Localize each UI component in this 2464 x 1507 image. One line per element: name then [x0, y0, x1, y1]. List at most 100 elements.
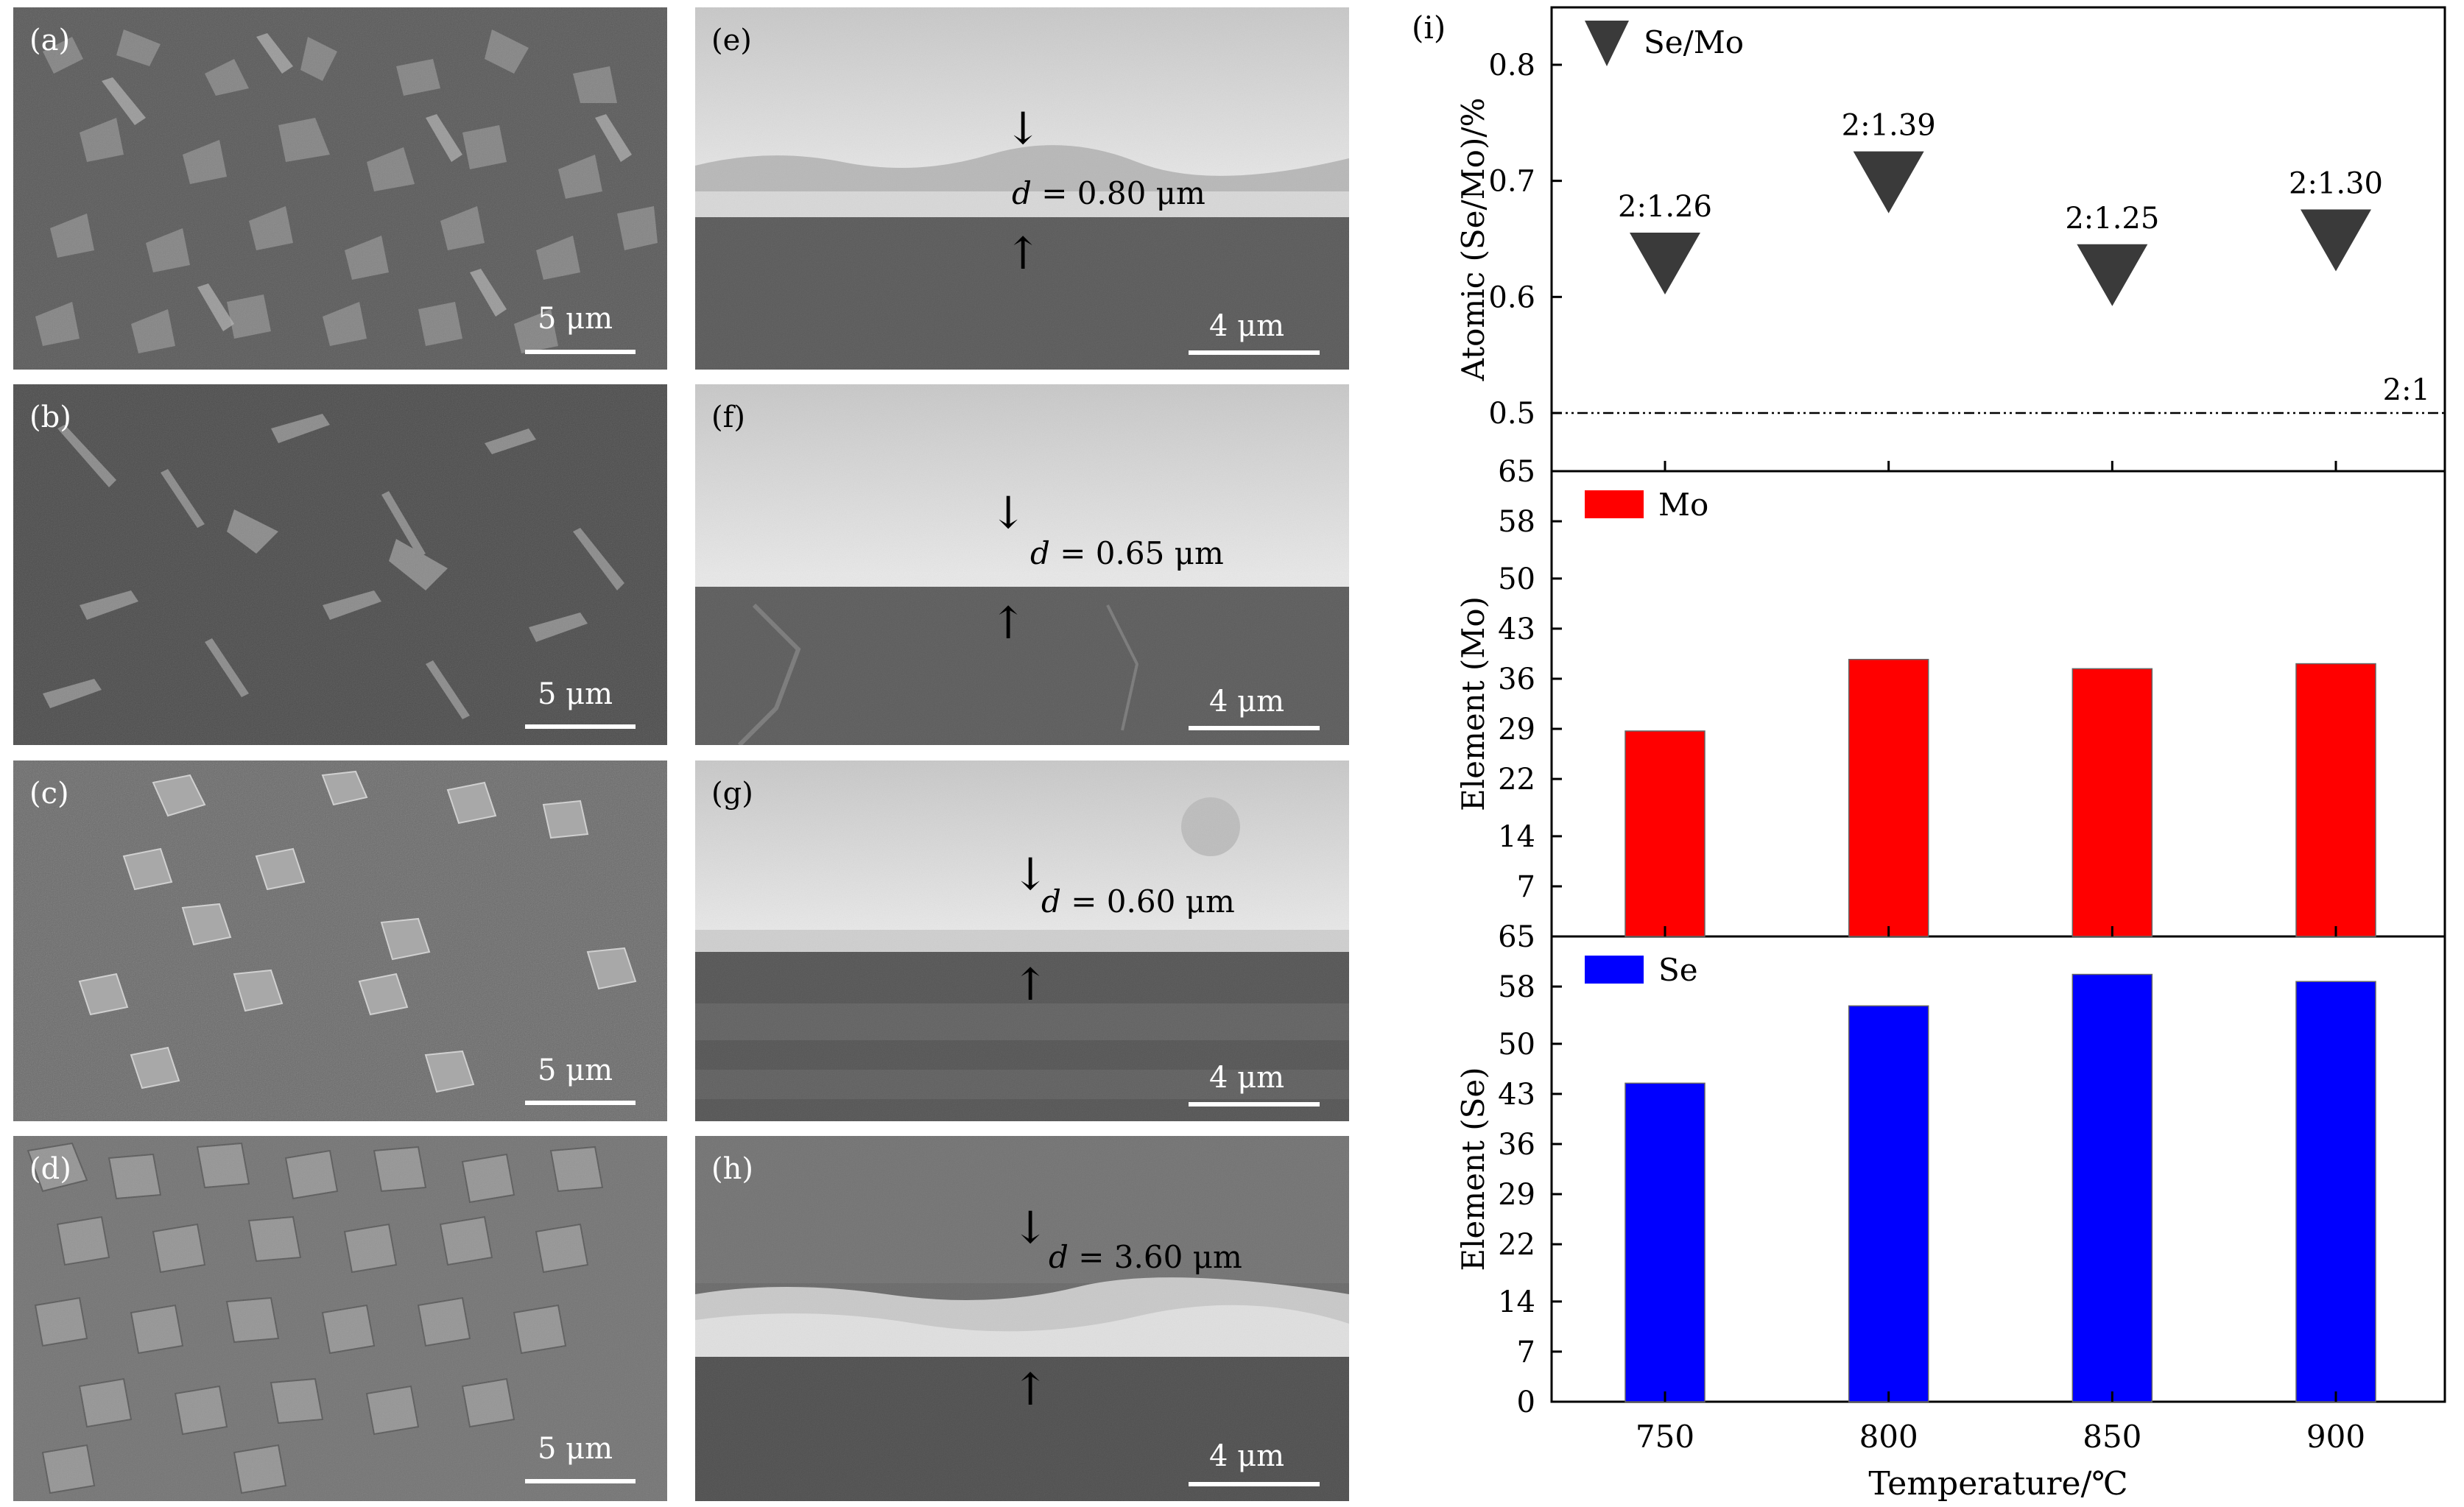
scale-bar: [525, 1479, 636, 1483]
arrow-up-icon: ↑: [990, 598, 1027, 649]
bar-850: [2071, 973, 2153, 1402]
sem-panel-b: (b) 5 μm: [13, 384, 667, 745]
legend-marker: [1585, 21, 1629, 66]
y-tick-label: 14: [1498, 1285, 1535, 1319]
scale-bar: [1189, 726, 1320, 730]
thickness-label: d = 0.80 μm: [1012, 175, 1205, 211]
bar-800: [1848, 658, 1929, 937]
panel-label: (f): [711, 400, 746, 434]
bar-850: [2071, 668, 2153, 937]
reference-line-label: 2:1: [2383, 373, 2430, 407]
legend-swatch: [1585, 490, 1644, 518]
panel-label: (a): [29, 24, 71, 57]
y-tick-label: 58: [1498, 505, 1535, 539]
sem-panel-h: (h) ↓ ↑ d = 3.60 μm 4 μm: [695, 1136, 1349, 1501]
y-tick-label: 65: [1498, 455, 1535, 489]
scale-bar: [525, 1101, 636, 1105]
data-label: 2:1.30: [2289, 167, 2383, 201]
scale-bar-label: 5 μm: [538, 302, 613, 336]
arrow-up-icon: ↑: [1012, 1364, 1049, 1416]
y-tick-label: 43: [1498, 613, 1535, 646]
scale-bar: [1189, 1102, 1320, 1107]
y-axis-title: Atomic (Se/Mo)/%: [1455, 98, 1491, 382]
y-tick-label: 36: [1498, 1128, 1535, 1162]
sem-image-c: [13, 760, 667, 1121]
sem-image-b: [13, 384, 667, 745]
arrow-down-icon: ↓: [1012, 1202, 1049, 1254]
y-tick-label: 22: [1498, 763, 1535, 797]
y-axis-title: Element (Mo): [1455, 596, 1491, 811]
bar-900: [2295, 663, 2376, 937]
sem-image-a: [13, 7, 667, 370]
x-tick-label: 900: [2306, 1419, 2365, 1455]
sem-image-d: [13, 1136, 667, 1501]
y-tick-label: 0.7: [1488, 165, 1535, 199]
data-point: [2077, 244, 2148, 306]
panel-label: (e): [711, 24, 752, 57]
panel-label: (i): [1412, 10, 1446, 46]
panel-label: (h): [711, 1152, 753, 1186]
scale-bar-label: 5 μm: [538, 1432, 613, 1466]
panel-label: (g): [711, 777, 753, 811]
sem-panel-c: (c) 5 μm: [13, 760, 667, 1121]
y-tick-label: 43: [1498, 1078, 1535, 1112]
bar-750: [1625, 1082, 1706, 1402]
scale-bar: [525, 350, 636, 354]
y-tick-label: 29: [1498, 1178, 1535, 1212]
data-label: 2:1.39: [1842, 109, 1936, 143]
sem-image-h: [695, 1136, 1349, 1501]
legend-label: Se: [1658, 952, 1698, 988]
legend-label: Se/Mo: [1644, 24, 1744, 60]
x-tick-label: 750: [1636, 1419, 1694, 1455]
arrow-up-icon: ↑: [1012, 959, 1049, 1011]
scale-bar-label: 4 μm: [1209, 1439, 1285, 1473]
y-tick-label: 36: [1498, 663, 1535, 696]
panel-label: (d): [29, 1152, 71, 1186]
scale-bar-label: 4 μm: [1209, 309, 1285, 343]
legend-label: Mo: [1658, 487, 1708, 523]
y-tick-label: 65: [1498, 920, 1535, 954]
y-tick-label: 0.6: [1488, 280, 1535, 314]
bar-800: [1848, 1005, 1929, 1402]
y-tick-label: 50: [1498, 562, 1535, 596]
data-point: [1853, 151, 1924, 213]
arrow-down-icon: ↓: [1012, 849, 1049, 900]
scale-bar: [525, 724, 636, 729]
arrow-down-icon: ↓: [990, 487, 1027, 539]
scale-bar-label: 5 μm: [538, 677, 613, 711]
y-tick-label: 22: [1498, 1228, 1535, 1262]
y-tick-label: 0.5: [1488, 397, 1535, 431]
legend-swatch: [1585, 956, 1644, 984]
scale-bar-label: 4 μm: [1209, 1061, 1285, 1095]
plot-frame-2: [1550, 935, 2446, 1403]
bar-900: [2295, 981, 2376, 1402]
data-point: [2301, 209, 2371, 272]
y-tick-label: 0.8: [1488, 49, 1535, 82]
data-label: 2:1.26: [1618, 190, 1712, 224]
scale-bar: [1189, 350, 1320, 355]
y-tick-label: 0: [1517, 1386, 1535, 1419]
scale-bar-label: 4 μm: [1209, 685, 1285, 719]
sem-panel-g: (g) ↓ ↑ d = 0.60 μm 4 μm: [695, 760, 1349, 1121]
thickness-label: d = 0.60 μm: [1041, 883, 1235, 920]
y-tick-label: 7: [1517, 1335, 1535, 1369]
y-tick-label: 58: [1498, 970, 1535, 1004]
bar-750: [1625, 730, 1706, 937]
scale-bar: [1189, 1482, 1320, 1486]
data-label: 2:1.25: [2065, 202, 2159, 236]
panel-label: (b): [29, 400, 71, 434]
y-tick-label: 7: [1517, 870, 1535, 904]
arrow-down-icon: ↓: [1004, 103, 1042, 155]
scale-bar-label: 5 μm: [538, 1054, 613, 1087]
y-tick-label: 14: [1498, 820, 1535, 854]
x-tick-label: 850: [2083, 1419, 2141, 1455]
thickness-label: d = 3.60 μm: [1049, 1239, 1242, 1275]
sem-image-f: [695, 384, 1349, 745]
y-tick-label: 29: [1498, 713, 1535, 747]
panel-label: (c): [29, 777, 69, 811]
arrow-up-icon: ↑: [1004, 228, 1042, 280]
x-tick-label: 800: [1859, 1419, 1918, 1455]
thickness-label: d = 0.65 μm: [1030, 535, 1224, 571]
sem-panel-e: (e) ↓ ↑ d = 0.80 μm 4 μm: [695, 7, 1349, 370]
sem-panel-d: (d) 5 μm: [13, 1136, 667, 1501]
